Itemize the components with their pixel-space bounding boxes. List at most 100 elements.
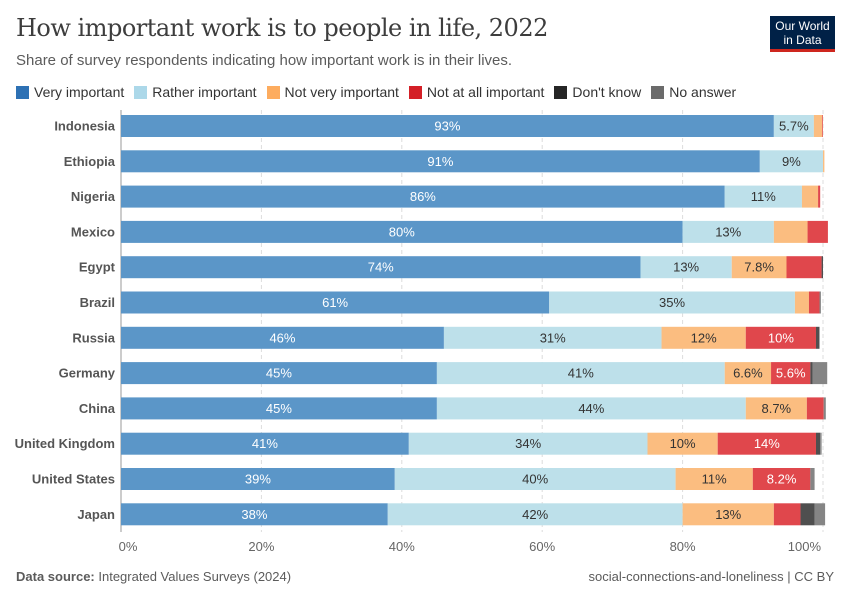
data-label: 8.2% — [767, 472, 797, 487]
data-label: 93% — [434, 119, 460, 134]
data-label: 74% — [368, 260, 394, 275]
data-label: 41% — [252, 436, 278, 451]
bar-segment — [752, 468, 811, 490]
bar-segment — [823, 150, 825, 173]
data-label: 6.6% — [733, 366, 763, 381]
data-label: 9% — [782, 154, 801, 169]
legend-label: Not very important — [284, 84, 399, 100]
legend-item[interactable]: Rather important — [134, 84, 257, 100]
bar-segment — [121, 150, 760, 173]
bar-segment — [819, 291, 821, 314]
bar-segment — [815, 326, 820, 349]
data-label: 13% — [673, 260, 699, 275]
legend-item[interactable]: Not at all important — [408, 84, 545, 100]
category-label: Nigeria — [71, 189, 116, 204]
bar-segment — [745, 397, 807, 420]
data-source: Data source: Integrated Values Surveys (… — [16, 569, 291, 584]
x-tick-label: 0% — [119, 539, 138, 554]
bar-segment — [801, 185, 819, 208]
x-tick-label: 100% — [788, 539, 822, 554]
category-label: United Kingdom — [15, 436, 115, 451]
legend-label: Not at all important — [426, 84, 545, 100]
bar-segment — [121, 185, 725, 208]
bar-segment — [436, 362, 725, 385]
bar-segment — [724, 362, 772, 385]
bar-segment — [121, 326, 444, 349]
bar-segment — [387, 503, 683, 526]
bar-segment — [812, 362, 828, 385]
x-tick-label: 80% — [670, 539, 696, 554]
data-label: 13% — [715, 507, 741, 522]
data-label: 80% — [389, 224, 415, 239]
category-label: Brazil — [80, 295, 115, 310]
license-link[interactable]: social-connections-and-loneliness | CC B… — [588, 569, 834, 584]
data-label: 42% — [522, 507, 548, 522]
data-label: 91% — [427, 154, 453, 169]
legend-item[interactable]: Don't know — [554, 84, 641, 100]
data-label: 45% — [266, 401, 292, 416]
category-label: Japan — [77, 507, 115, 522]
bar-segment — [786, 256, 822, 279]
bar-segment — [818, 185, 821, 208]
bar-segment — [443, 326, 662, 349]
bar-segment — [810, 362, 813, 385]
chart-title: How important work is to people in life,… — [16, 14, 548, 42]
legend-item[interactable]: Not very important — [266, 84, 399, 100]
bar-segment — [121, 397, 437, 420]
data-label: 11% — [751, 189, 776, 204]
data-label: 10% — [670, 436, 696, 451]
source-label: Data source: — [16, 569, 95, 584]
data-label: 5.6% — [776, 366, 806, 381]
bar-segment — [806, 397, 824, 420]
legend-swatch — [651, 85, 665, 99]
data-label: 40% — [522, 472, 548, 487]
bar-segment — [682, 503, 774, 526]
bar-segment — [549, 291, 795, 314]
bar-segment — [820, 432, 822, 455]
data-label: 31% — [540, 330, 566, 345]
bar-segment — [121, 503, 388, 526]
bar-segment — [821, 256, 823, 279]
bar-segment — [661, 326, 746, 349]
bar-segment — [647, 432, 718, 455]
category-label: China — [79, 401, 116, 416]
bar-segment — [731, 256, 787, 279]
legend-label: Rather important — [152, 84, 257, 100]
owid-logo[interactable]: Our World in Data — [770, 16, 835, 52]
data-label: 45% — [266, 366, 292, 381]
data-label: 35% — [659, 295, 685, 310]
bar-segment — [640, 256, 732, 279]
bar-segment — [121, 362, 437, 385]
data-label: 38% — [241, 507, 267, 522]
bar-segment — [408, 432, 648, 455]
bar-segment — [773, 503, 801, 526]
bar-segment — [800, 503, 815, 526]
legend-swatch — [16, 85, 29, 99]
bar-segment — [822, 115, 823, 137]
source-link[interactable]: Integrated Values Surveys (2024) — [98, 569, 292, 584]
bar-segment — [436, 397, 746, 420]
data-label: 46% — [269, 330, 295, 345]
bar-segment — [794, 291, 809, 314]
legend-label: No answer — [669, 84, 737, 100]
bar-segment — [813, 115, 823, 137]
category-label: Mexico — [71, 224, 115, 239]
x-tick-label: 60% — [529, 539, 555, 554]
data-label: 8.7% — [761, 401, 791, 416]
bar-segment — [121, 291, 550, 314]
bar-segment — [675, 468, 753, 490]
data-label: 61% — [322, 295, 348, 310]
category-label: Ethiopia — [64, 154, 116, 169]
data-label: 12% — [691, 330, 717, 345]
bar-segment — [771, 362, 811, 385]
category-label: Indonesia — [54, 119, 115, 134]
legend-item[interactable]: No answer — [651, 84, 736, 100]
bar-segment — [745, 326, 816, 349]
data-label: 41% — [568, 366, 594, 381]
legend-swatch — [554, 85, 568, 99]
bar-segment — [759, 150, 823, 173]
legend-item[interactable]: Very important — [16, 84, 124, 100]
x-tick-label: 40% — [389, 539, 415, 554]
bar-segment — [808, 291, 820, 314]
data-label: 7.8% — [744, 260, 774, 275]
